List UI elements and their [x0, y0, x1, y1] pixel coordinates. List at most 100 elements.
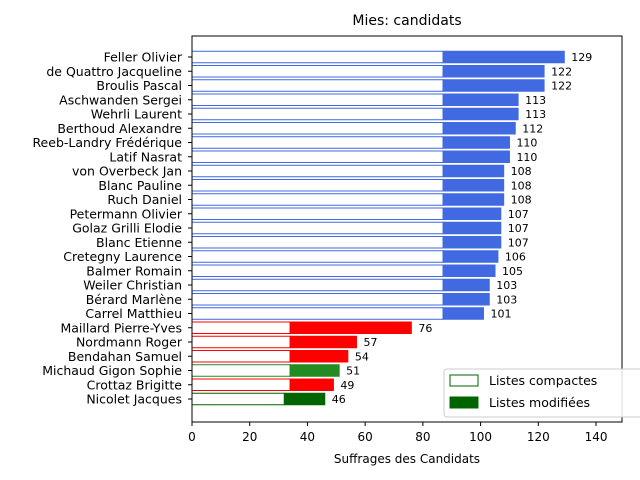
candidate-name: von Overbeck Jan [72, 164, 182, 179]
legend-label-compact: Listes compactes [489, 373, 597, 388]
bar-modified [442, 236, 502, 249]
bar-compact [191, 107, 444, 121]
bar-value-label: 54 [355, 350, 369, 363]
bar-modified [442, 150, 510, 163]
candidate-name: de Quattro Jacqueline [46, 64, 182, 79]
bar-compact [191, 350, 291, 363]
candidate-name: Bendahan Samuel [68, 349, 182, 364]
bar-value-label: 129 [571, 51, 592, 64]
bar-modified [442, 136, 510, 149]
bar-value-label: 106 [505, 251, 526, 264]
candidate-name: Blanc Pauline [98, 178, 182, 193]
bar-compact [191, 364, 291, 377]
candidate-name: Balmer Romain [86, 263, 182, 278]
bar-compact [191, 278, 444, 292]
bar-value-label: 57 [363, 336, 377, 349]
bar-modified [442, 278, 490, 292]
x-tick-label: 80 [415, 430, 430, 444]
bar-compact [191, 335, 291, 349]
chart-title: Mies: candidats [352, 13, 461, 29]
candidate-name: Aschwanden Sergei [59, 92, 182, 107]
x-tick-label: 0 [188, 430, 196, 444]
bar-compact [191, 392, 285, 406]
bar-modified [442, 293, 490, 306]
candidate-name: Carrel Matthieu [85, 306, 182, 321]
bar-compact [191, 136, 444, 149]
bar-compact [191, 150, 444, 163]
candidate-name: Bérard Marlène [86, 292, 183, 307]
candidate-name: Michaud Gigon Sophie [42, 363, 182, 378]
candidate-name: Nicolet Jacques [86, 392, 182, 407]
candidate-name: Golaz Grilli Elodie [72, 221, 182, 236]
x-axis-label: Suffrages des Candidats [334, 452, 480, 466]
bar-compact [191, 307, 444, 320]
x-tick-label: 20 [242, 430, 257, 444]
bar-value-label: 108 [511, 165, 532, 178]
bar-compact [191, 236, 444, 249]
candidate-name: Feller Olivier [104, 50, 183, 65]
bar-value-label: 112 [522, 122, 543, 135]
bar-compact [191, 50, 444, 64]
bar-modified [442, 122, 516, 135]
bar-compact [191, 378, 291, 391]
x-tick-label: 140 [585, 430, 608, 444]
bar-value-label: 108 [511, 194, 532, 207]
candidate-name: Cretegny Laurence [63, 249, 182, 264]
bar-modified [289, 321, 412, 334]
candidate-name: Broulis Pascal [96, 78, 182, 93]
bar-modified [442, 193, 505, 206]
bar-compact [191, 221, 444, 235]
bar-compact [191, 293, 444, 306]
candidate-name: Maillard Pierre-Yves [60, 320, 182, 335]
bar-value-label: 113 [525, 94, 546, 107]
bar-compact [191, 164, 444, 178]
candidate-name: Crottaz Brigitte [87, 377, 183, 392]
legend-label-modified: Listes modifiées [489, 395, 590, 410]
bar-modified [442, 79, 545, 92]
legend-box [443, 368, 640, 418]
bar-modified [283, 392, 326, 406]
bar-value-label: 107 [508, 208, 529, 221]
bar-compact [191, 65, 444, 78]
bar-value-label: 107 [508, 222, 529, 235]
bar-modified [442, 221, 502, 235]
bar-value-label: 122 [551, 80, 572, 93]
bar-value-label: 103 [496, 293, 517, 306]
bar-modified [442, 264, 496, 277]
bar-modified [442, 250, 499, 263]
bar-compact [191, 179, 444, 192]
bars-layer [191, 50, 565, 406]
bar-compact [191, 207, 444, 220]
bar-modified [442, 207, 502, 220]
legend: Listes compactes Listes modifiées [443, 368, 640, 418]
bar-modified [442, 179, 505, 192]
bar-value-label: 76 [418, 322, 432, 335]
bar-compact [191, 264, 444, 277]
x-tick-label: 60 [358, 430, 373, 444]
bar-value-label: 113 [525, 108, 546, 121]
candidate-name: Petermann Olivier [70, 206, 183, 221]
bar-value-label: 122 [551, 65, 572, 78]
plot-frame [191, 35, 623, 423]
candidate-name: Nordmann Roger [76, 335, 183, 350]
labels-layer: Feller Olivier 129 de Quattro Jacqueline 12… [32, 50, 592, 407]
bar-compact [191, 193, 444, 206]
bar-modified [289, 364, 340, 377]
bar-value-label: 110 [516, 137, 537, 150]
bar-value-label: 49 [340, 379, 354, 392]
candidate-name: Latif Nasrat [109, 149, 182, 164]
bar-modified [289, 350, 349, 363]
bar-compact [191, 122, 444, 135]
bar-value-label: 110 [516, 151, 537, 164]
bar-modified [442, 50, 565, 64]
bar-compact [191, 250, 444, 263]
bar-value-label: 101 [490, 308, 511, 321]
x-tick-label: 100 [469, 430, 492, 444]
legend-swatch-modified [449, 396, 479, 409]
candidate-name: Wehrli Laurent [91, 107, 182, 122]
bar-value-label: 108 [511, 179, 532, 192]
bar-compact [191, 79, 444, 92]
bar-modified [442, 65, 545, 78]
x-tick-label: 120 [527, 430, 550, 444]
